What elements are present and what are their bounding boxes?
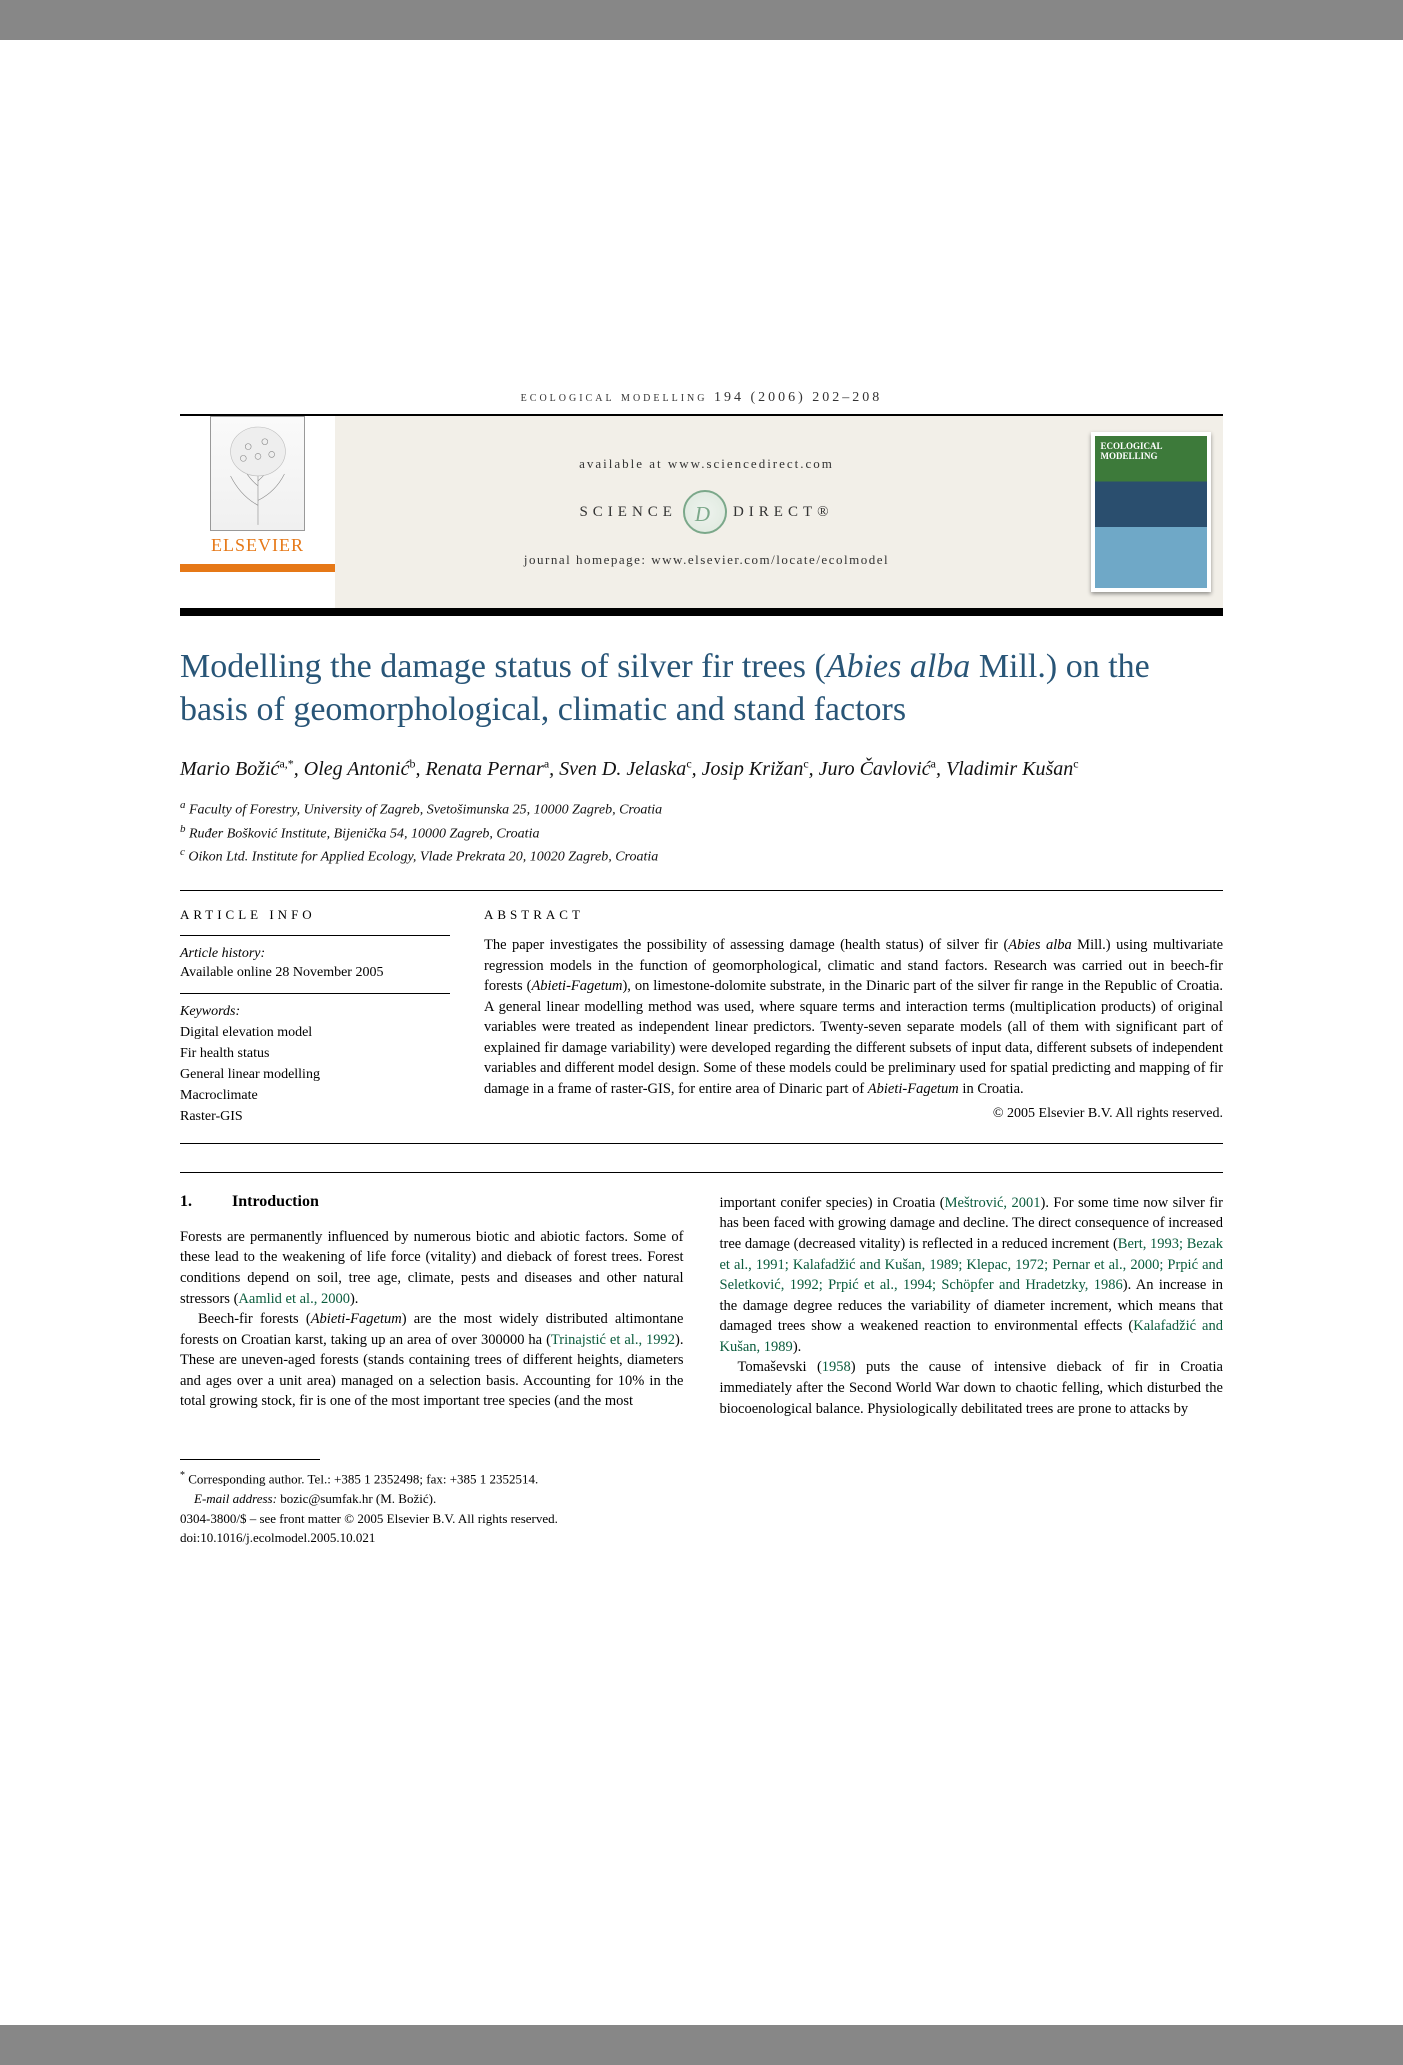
author-list: Mario Božića,*, Oleg Antonićb, Renata Pe… bbox=[180, 755, 1223, 783]
abstract-copyright: © 2005 Elsevier B.V. All rights reserved… bbox=[484, 1106, 1223, 1122]
cover-title-text: ECOLOGICAL MODELLING bbox=[1101, 442, 1207, 462]
keyword: Macroclimate bbox=[180, 1085, 450, 1106]
sciencedirect-logo: SCIENCE d DIRECT® bbox=[579, 490, 833, 534]
article-title: Modelling the damage status of silver fi… bbox=[180, 646, 1223, 731]
section-title: Introduction bbox=[232, 1193, 319, 1211]
email-note: E-mail address: bozic@sumfak.hr (M. Boži… bbox=[180, 1489, 1223, 1509]
history-label: Article history: bbox=[180, 946, 450, 962]
cover-block: ECOLOGICAL MODELLING bbox=[1078, 416, 1223, 608]
keyword: Raster-GIS bbox=[180, 1106, 450, 1127]
elsevier-logo-block: ELSEVIER bbox=[180, 416, 335, 564]
abstract-body: The paper investigates the possibility o… bbox=[484, 935, 1223, 1100]
front-matter-note: 0304-3800/$ – see front matter © 2005 El… bbox=[180, 1509, 1223, 1529]
orange-accent-bar bbox=[180, 564, 335, 572]
doi-note: doi:10.1016/j.ecolmodel.2005.10.021 bbox=[180, 1528, 1223, 1548]
keyword: General linear modelling bbox=[180, 1064, 450, 1085]
divider bbox=[180, 935, 450, 936]
column-left: 1. Introduction Forests are permanently … bbox=[180, 1193, 684, 1419]
page: ecological modelling 194 (2006) 202–208 … bbox=[0, 40, 1403, 2025]
sd-text-right: DIRECT® bbox=[733, 504, 834, 521]
abstract-column: ABSTRACT The paper investigates the poss… bbox=[484, 907, 1223, 1127]
affiliation-b: b Ruđer Bošković Institute, Bijenička 54… bbox=[180, 821, 1223, 845]
banner-middle: available at www.sciencedirect.com SCIEN… bbox=[335, 416, 1078, 608]
journal-cover-thumbnail: ECOLOGICAL MODELLING bbox=[1091, 432, 1211, 592]
divider bbox=[180, 993, 450, 994]
paragraph: important conifer species) in Croatia (M… bbox=[720, 1193, 1224, 1358]
sd-text-left: SCIENCE bbox=[579, 504, 677, 521]
paragraph: Forests are permanently influenced by nu… bbox=[180, 1227, 684, 1309]
paragraph: Tomaševski (1958) puts the cause of inte… bbox=[720, 1357, 1224, 1419]
journal-homepage-text: journal homepage: www.elsevier.com/locat… bbox=[524, 552, 889, 568]
sd-swirl-icon: d bbox=[683, 490, 727, 534]
journal-banner: ELSEVIER available at www.sciencedirect.… bbox=[180, 416, 1223, 616]
available-at-text: available at www.sciencedirect.com bbox=[579, 456, 834, 472]
running-header: ecological modelling 194 (2006) 202–208 bbox=[180, 390, 1223, 416]
article-info-heading: ARTICLE INFO bbox=[180, 907, 450, 923]
article-info-abstract-block: ARTICLE INFO Article history: Available … bbox=[180, 890, 1223, 1144]
keyword: Digital elevation model bbox=[180, 1022, 450, 1043]
history-text: Available online 28 November 2005 bbox=[180, 964, 450, 983]
paragraph: Beech-fir forests (Abieti-Fagetum) are t… bbox=[180, 1309, 684, 1412]
keyword: Fir health status bbox=[180, 1043, 450, 1064]
keywords-label: Keywords: bbox=[180, 1004, 450, 1020]
elsevier-tree-icon bbox=[210, 416, 305, 531]
column-right: important conifer species) in Croatia (M… bbox=[720, 1193, 1224, 1419]
footnote-separator bbox=[180, 1459, 320, 1460]
affiliation-c: c Oikon Ltd. Institute for Applied Ecolo… bbox=[180, 844, 1223, 868]
keywords-list: Digital elevation model Fir health statu… bbox=[180, 1022, 450, 1127]
corresponding-author-note: * Corresponding author. Tel.: +385 1 235… bbox=[180, 1468, 1223, 1489]
footnotes: * Corresponding author. Tel.: +385 1 235… bbox=[180, 1468, 1223, 1547]
section-number: 1. bbox=[180, 1193, 192, 1211]
affiliation-a: a Faculty of Forestry, University of Zag… bbox=[180, 797, 1223, 821]
elsevier-wordmark: ELSEVIER bbox=[211, 535, 304, 556]
body-columns: 1. Introduction Forests are permanently … bbox=[180, 1193, 1223, 1419]
affiliations: a Faculty of Forestry, University of Zag… bbox=[180, 797, 1223, 868]
section-heading: 1. Introduction bbox=[180, 1193, 684, 1211]
abstract-heading: ABSTRACT bbox=[484, 907, 1223, 923]
article-info-column: ARTICLE INFO Article history: Available … bbox=[180, 907, 450, 1127]
